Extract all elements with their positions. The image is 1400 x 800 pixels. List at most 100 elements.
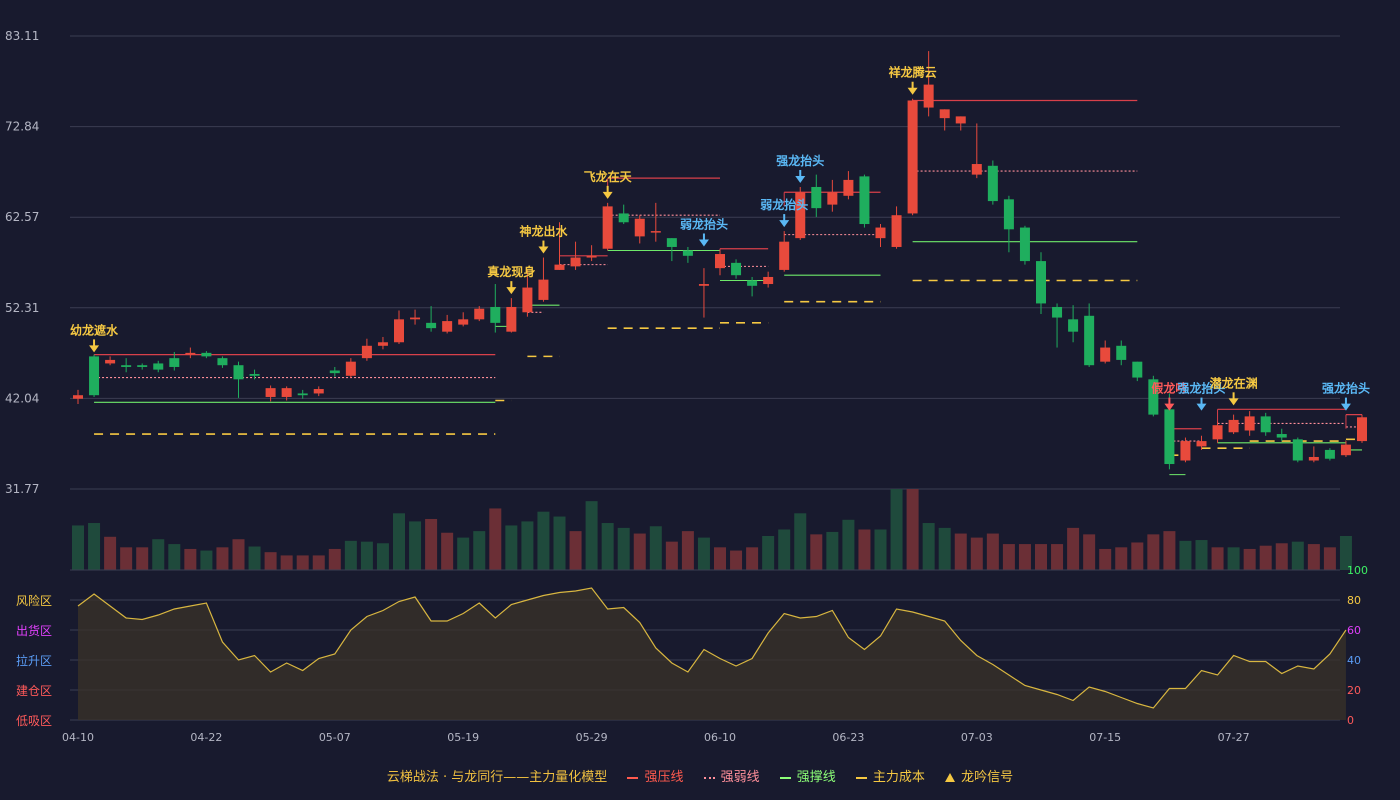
x-tick-label: 04-22 xyxy=(190,731,222,744)
volume-bar xyxy=(393,513,405,570)
signal-arrow-icon xyxy=(506,287,517,295)
candle-body xyxy=(715,254,725,269)
volume-bar xyxy=(312,555,325,570)
volume-bar xyxy=(360,541,373,570)
volume-bar xyxy=(1307,544,1320,570)
candle-body xyxy=(987,165,998,202)
candle-body xyxy=(249,374,260,376)
volume-bar xyxy=(232,539,245,570)
volume-bar xyxy=(120,547,133,570)
candle-body xyxy=(522,287,533,313)
volume-bar xyxy=(826,531,839,570)
candle-body xyxy=(1019,227,1030,262)
candle-body xyxy=(634,218,645,237)
volume-bar xyxy=(665,541,678,570)
chart-legend: 云梯战法 · 与龙同行——主力量化模型 强压线 强弱线 强撑线 主力成本 龙吟信… xyxy=(0,766,1400,785)
volume-bar xyxy=(601,523,614,570)
volume-bar xyxy=(376,543,389,570)
x-tick-label: 04-10 xyxy=(62,731,94,744)
candle-body xyxy=(297,393,308,396)
volume-bar xyxy=(216,547,229,570)
candle-body xyxy=(1148,379,1159,415)
signal-label: 强龙抬头 xyxy=(1322,381,1370,396)
candle-body xyxy=(1003,199,1014,230)
candle-body xyxy=(185,352,196,355)
candle-body xyxy=(377,342,388,346)
volume-bar xyxy=(1243,548,1256,570)
candle-body xyxy=(1357,417,1367,442)
candle-body xyxy=(859,176,870,225)
x-tick-label: 06-10 xyxy=(704,731,736,744)
signal-label: 飞龙在天 xyxy=(584,169,633,184)
volume-bar xyxy=(810,534,823,570)
volume-bar xyxy=(280,555,293,570)
candle-body xyxy=(682,250,693,256)
candle-body xyxy=(281,388,292,397)
legend-label-cost: 主力成本 xyxy=(872,770,925,785)
candle-body xyxy=(602,206,613,249)
y-tick-label: 62.57 xyxy=(5,210,39,224)
candle-body xyxy=(795,192,806,239)
volume-bar xyxy=(168,544,181,570)
volume-bar xyxy=(874,529,887,570)
volume-bar xyxy=(1291,541,1304,570)
candle-body xyxy=(1324,449,1335,459)
volume-bar xyxy=(730,550,743,570)
legend-item-signal: 龙吟信号 xyxy=(945,766,1013,785)
weak-line-swatch xyxy=(703,776,715,779)
volume-bar xyxy=(1195,540,1208,570)
signal-label: 假龙吟 xyxy=(1151,381,1187,396)
wave-axis-label: 40 xyxy=(1347,654,1361,667)
legend-title: 云梯战法 · 与龙同行——主力量化模型 xyxy=(386,770,608,785)
signal-label: 弱龙抬头 xyxy=(760,197,808,212)
candle-body xyxy=(1180,441,1191,461)
volume-bar xyxy=(1339,535,1352,570)
zone-label: 低吸区 xyxy=(16,714,52,728)
volume-bar xyxy=(521,521,534,570)
candle-body xyxy=(1052,306,1063,318)
candle-body xyxy=(666,238,677,247)
volume-bars xyxy=(72,489,1352,570)
wave-axis-label: 60 xyxy=(1347,624,1361,637)
candle-body xyxy=(201,352,212,357)
volume-bar xyxy=(617,527,630,570)
volume-bar xyxy=(649,526,662,570)
wave-line xyxy=(77,587,1347,709)
volume-bar xyxy=(553,516,566,570)
signal-arrow-icon xyxy=(698,239,709,247)
volume-bar xyxy=(1227,547,1240,570)
volume-bar xyxy=(1018,544,1031,570)
support-line-swatch xyxy=(779,776,791,779)
volume-bar xyxy=(569,531,582,570)
candle-body xyxy=(843,179,854,196)
candle-body xyxy=(169,358,180,367)
candle-body xyxy=(1068,319,1079,332)
signal-arrow-icon xyxy=(89,345,100,353)
volume-bar xyxy=(136,547,149,570)
candle-body xyxy=(1116,345,1127,360)
candle-body xyxy=(907,100,918,214)
candle-body xyxy=(73,395,83,399)
wave-axis-label: 80 xyxy=(1347,594,1361,607)
volume-bar xyxy=(248,546,261,570)
signal-arrow-icon xyxy=(1164,403,1175,411)
candle-body xyxy=(1196,441,1207,447)
volume-bar xyxy=(794,513,807,570)
volume-bar xyxy=(842,519,855,570)
legend-item-cost: 主力成本 xyxy=(855,766,925,785)
volume-bar xyxy=(954,533,967,570)
triangle-icon xyxy=(945,773,956,782)
volume-bar xyxy=(505,525,518,570)
candle-body xyxy=(313,389,324,394)
candle-body xyxy=(105,359,116,364)
candle-body xyxy=(137,365,148,367)
candle-body xyxy=(939,109,950,119)
signals: 幼龙遮水真龙现身神龙出水飞龙在天弱龙抬头弱龙抬头强龙抬头祥龙腾云假龙吟强龙抬头潜… xyxy=(70,65,1370,411)
volume-bar xyxy=(1275,543,1288,570)
candle-body xyxy=(1308,456,1319,461)
candle-body xyxy=(971,164,982,175)
candle-body xyxy=(747,280,758,286)
volume-bar xyxy=(970,537,983,570)
zone-label: 拉升区 xyxy=(16,653,52,668)
